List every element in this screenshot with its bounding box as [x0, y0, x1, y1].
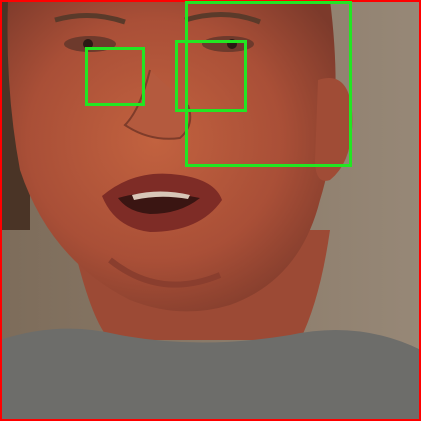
iris-left: [83, 39, 93, 49]
ear-right: [315, 78, 353, 181]
face-shape: [7, 0, 336, 312]
detection-box-face-region: [185, 1, 352, 167]
teeth: [132, 191, 190, 200]
shirt: [0, 328, 421, 421]
detection-box-right-eye: [175, 40, 247, 112]
eyebrow-left: [54, 12, 126, 25]
detection-box-left-eye: [85, 47, 145, 106]
chin-shadow: [108, 257, 222, 288]
eyebrow-right: [184, 11, 261, 25]
